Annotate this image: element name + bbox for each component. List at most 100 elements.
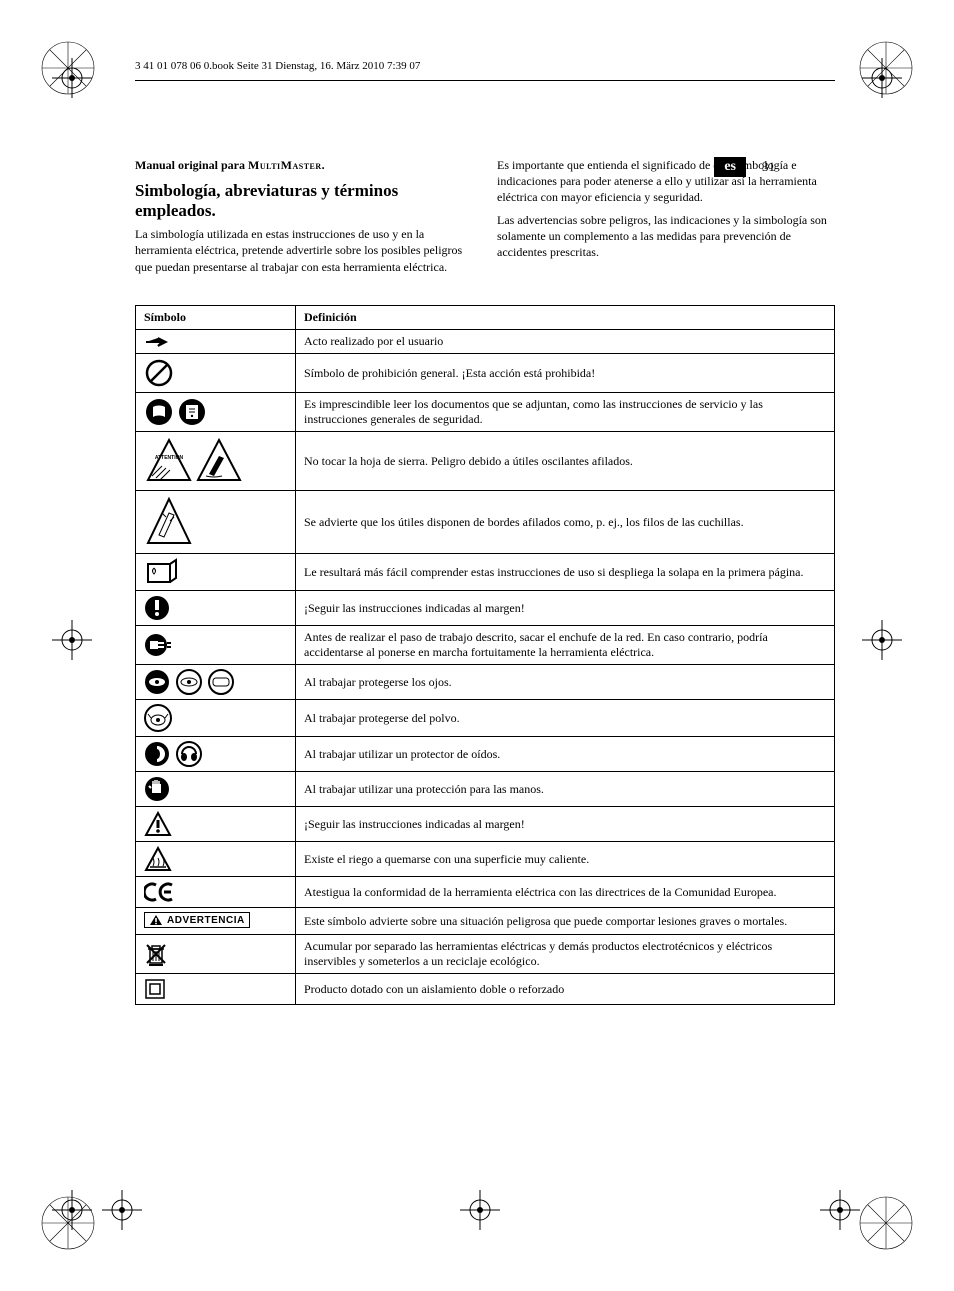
table-row: Al trabajar utilizar una protección para…: [136, 772, 835, 807]
manual-title-prefix: Manual original para: [135, 158, 248, 172]
definition-cell: Acto realizado por el usuario: [296, 329, 835, 353]
definition-cell: Existe el riego a quemarse con una super…: [296, 842, 835, 877]
symbol-cell: [136, 591, 296, 626]
definition-cell: Al trabajar utilizar una protección para…: [296, 772, 835, 807]
symbol-cell: [136, 329, 296, 353]
table-row: Producto dotado con un aislamiento doble…: [136, 974, 835, 1005]
advertencia-badge: ADVERTENCIA: [144, 912, 250, 928]
eyepro-icon: [144, 674, 234, 688]
unplug-icon: [144, 637, 174, 651]
corner-ornament-icon: [858, 40, 914, 96]
symbol-cell: ADVERTENCIA: [136, 908, 296, 935]
earpro-icon: [144, 746, 204, 760]
section-heading: Simbología, abreviaturas y términos empl…: [135, 181, 473, 220]
definition-cell: Antes de realizar el paso de trabajo des…: [296, 626, 835, 665]
table-row: Le resultará más fácil comprender estas …: [136, 554, 835, 591]
symbol-cell: [136, 772, 296, 807]
advert-icon: ADVERTENCIA: [144, 915, 250, 929]
readdocs-icon: [144, 404, 208, 418]
definition-cell: Este símbolo advierte sobre una situació…: [296, 908, 835, 935]
corner-ornament-icon: [858, 1195, 914, 1251]
book-header-line: 3 41 01 078 06 0.book Seite 31 Dienstag,…: [135, 60, 835, 72]
ce-icon: [144, 884, 176, 898]
lang-code-badge: es: [714, 157, 746, 177]
right-paragraph-2: Las advertencias sobre peligros, las ind…: [497, 212, 835, 261]
table-row: Acto realizado por el usuario: [136, 329, 835, 353]
nosaw-icon: ATTENTION: [144, 453, 244, 467]
lang-page-tag: es 31: [714, 157, 775, 177]
table-row: Al trabajar protegerse del polvo.: [136, 700, 835, 737]
definition-cell: Símbolo de prohibición general. ¡Esta ac…: [296, 354, 835, 393]
table-row: Existe el riego a quemarse con una super…: [136, 842, 835, 877]
svg-text:ATTENTION: ATTENTION: [155, 455, 184, 461]
table-row: Acumular por separado las herramientas e…: [136, 935, 835, 974]
symbol-cell: [136, 807, 296, 842]
definition-cell: Al trabajar protegerse los ojos.: [296, 665, 835, 700]
definition-cell: Al trabajar protegerse del polvo.: [296, 700, 835, 737]
page-content: 3 41 01 078 06 0.book Seite 31 Dienstag,…: [135, 60, 835, 929]
prohibit-icon: [144, 365, 174, 379]
definition-cell: Le resultará más fácil comprender estas …: [296, 554, 835, 591]
definition-cell: Es imprescindible leer los documentos qu…: [296, 393, 835, 432]
symbol-cell: [136, 665, 296, 700]
symbol-cell: [136, 700, 296, 737]
symbol-cell: ATTENTION: [136, 432, 296, 491]
registration-mark: [820, 1190, 860, 1230]
table-row: ¡Seguir las instrucciones indicadas al m…: [136, 807, 835, 842]
weee-icon: [144, 946, 168, 960]
table-row: ¡Seguir las instrucciones indicadas al m…: [136, 591, 835, 626]
registration-mark: [52, 620, 92, 660]
table-row: Es imprescindible leer los documentos qu…: [136, 393, 835, 432]
symbol-cell: [136, 354, 296, 393]
definition-cell: Producto dotado con un aislamiento doble…: [296, 974, 835, 1005]
definition-cell: Atestigua la conformidad de la herramien…: [296, 877, 835, 908]
warntri-icon: [144, 816, 172, 830]
table-row: Símbolo de prohibición general. ¡Esta ac…: [136, 354, 835, 393]
symbol-cell: [136, 491, 296, 554]
dustmask-icon: [144, 710, 172, 724]
symbol-cell: [136, 554, 296, 591]
definition-cell: Se advierte que los útiles disponen de b…: [296, 491, 835, 554]
definition-cell: ¡Seguir las instrucciones indicadas al m…: [296, 591, 835, 626]
gloves-icon: [144, 781, 170, 795]
corner-ornament-icon: [40, 1195, 96, 1251]
arrow-icon: [144, 334, 168, 348]
registration-mark: [460, 1190, 500, 1230]
corner-ornament-icon: [40, 40, 96, 96]
definition-cell: Acumular por separado las herramientas e…: [296, 935, 835, 974]
symbol-table: Símbolo Definición Acto realizado por el…: [135, 305, 835, 1005]
column-header-definition: Definición: [296, 305, 835, 329]
symbol-cell: [136, 842, 296, 877]
left-paragraph: La simbología utilizada en estas instruc…: [135, 226, 473, 275]
column-header-symbol: Símbolo: [136, 305, 296, 329]
registration-mark: [102, 1190, 142, 1230]
content-area: es 31 Manual original para MultiMaster. …: [135, 157, 835, 1005]
table-row: Atestigua la conformidad de la herramien…: [136, 877, 835, 908]
table-row: Antes de realizar el paso de trabajo des…: [136, 626, 835, 665]
left-column: Manual original para MultiMaster. Simbol…: [135, 157, 473, 281]
hot-icon: [144, 851, 172, 865]
top-rule: [135, 80, 835, 81]
right-paragraph-1: Es importante que entienda el significad…: [497, 157, 835, 206]
right-column: Es importante que entienda el significad…: [497, 157, 835, 281]
page-number: 31: [762, 159, 775, 175]
definition-cell: Al trabajar utilizar un protector de oíd…: [296, 737, 835, 772]
advertencia-label: ADVERTENCIA: [167, 915, 245, 926]
doubleins-icon: [144, 981, 166, 995]
sharpedges-icon: [144, 514, 194, 528]
manual-title-product: MultiMaster.: [248, 158, 325, 172]
manual-title: Manual original para MultiMaster.: [135, 157, 473, 173]
symbol-cell: [136, 935, 296, 974]
definition-cell: No tocar la hoja de sierra. Peligro debi…: [296, 432, 835, 491]
table-row: Al trabajar protegerse los ojos.: [136, 665, 835, 700]
excircle-icon: [144, 600, 170, 614]
symbol-cell: [136, 974, 296, 1005]
symbol-cell: [136, 626, 296, 665]
definition-cell: ¡Seguir las instrucciones indicadas al m…: [296, 807, 835, 842]
symbol-cell: [136, 737, 296, 772]
symbol-cell: [136, 393, 296, 432]
bookflap-icon: [144, 564, 178, 578]
symbol-cell: [136, 877, 296, 908]
table-row: Al trabajar utilizar un protector de oíd…: [136, 737, 835, 772]
table-row: ADVERTENCIA Este símbolo advierte sobre u…: [136, 908, 835, 935]
